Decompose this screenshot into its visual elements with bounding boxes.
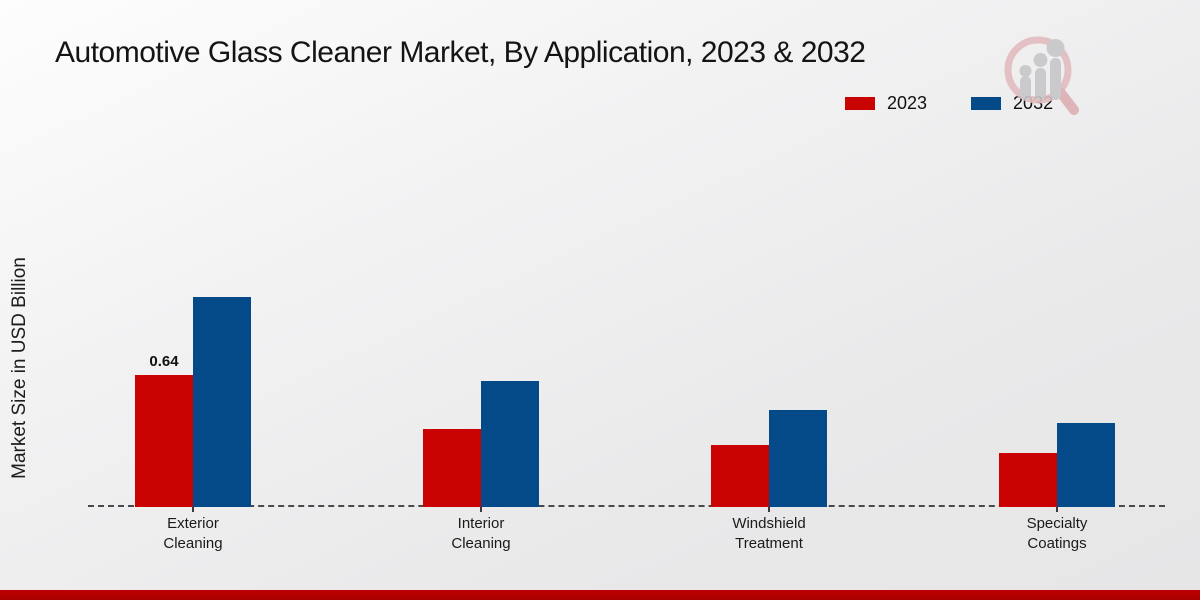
bar-group-windshield-treatment: [711, 410, 827, 507]
bar-group-exterior-cleaning: [135, 297, 251, 507]
legend-item-2023: 2023: [845, 93, 927, 114]
bar-2023-exterior-cleaning: [135, 375, 193, 507]
bar-2032-specialty-coatings: [1057, 423, 1115, 507]
magnifier-bar-chart-logo-icon: [1004, 36, 1079, 115]
bar-2023-interior-cleaning: [423, 429, 481, 507]
bar-2032-interior-cleaning: [481, 381, 539, 507]
x-axis-tick: [1056, 507, 1058, 512]
bar-group-interior-cleaning: [423, 381, 539, 507]
value-label-2023-exterior-cleaning: 0.64: [149, 353, 179, 370]
bar-group-specialty-coatings: [999, 423, 1115, 507]
category-label-exterior-cleaning: Exterior Cleaning: [163, 515, 223, 552]
category-label-interior-cleaning: Interior Cleaning: [451, 515, 511, 552]
x-axis-baseline: [88, 505, 1165, 507]
bar-2023-specialty-coatings: [999, 453, 1057, 507]
category-label-windshield-treatment: Windshield Treatment: [732, 515, 806, 552]
chart-title: Automotive Glass Cleaner Market, By Appl…: [55, 36, 866, 69]
legend-swatch-2032-icon: [971, 97, 1002, 110]
x-axis-tick: [192, 507, 194, 512]
bar-2023-windshield-treatment: [711, 445, 769, 507]
bar-2032-windshield-treatment: [769, 410, 827, 507]
footer-accent-bar: [0, 590, 1200, 600]
x-axis-tick: [768, 507, 770, 512]
x-axis-tick: [480, 507, 482, 512]
legend-label-2023: 2023: [887, 93, 928, 113]
category-label-specialty-coatings: Specialty Coatings: [1026, 515, 1088, 552]
bar-2032-exterior-cleaning: [193, 297, 251, 507]
legend-swatch-2023-icon: [845, 97, 875, 110]
